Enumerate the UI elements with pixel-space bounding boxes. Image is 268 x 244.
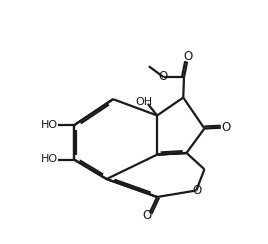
Text: OH: OH — [135, 97, 152, 107]
Text: O: O — [183, 50, 193, 63]
Text: O: O — [143, 209, 152, 222]
Text: O: O — [159, 70, 168, 83]
Text: HO: HO — [40, 120, 58, 130]
Text: O: O — [192, 184, 202, 197]
Text: HO: HO — [40, 154, 58, 164]
Text: O: O — [221, 121, 230, 134]
